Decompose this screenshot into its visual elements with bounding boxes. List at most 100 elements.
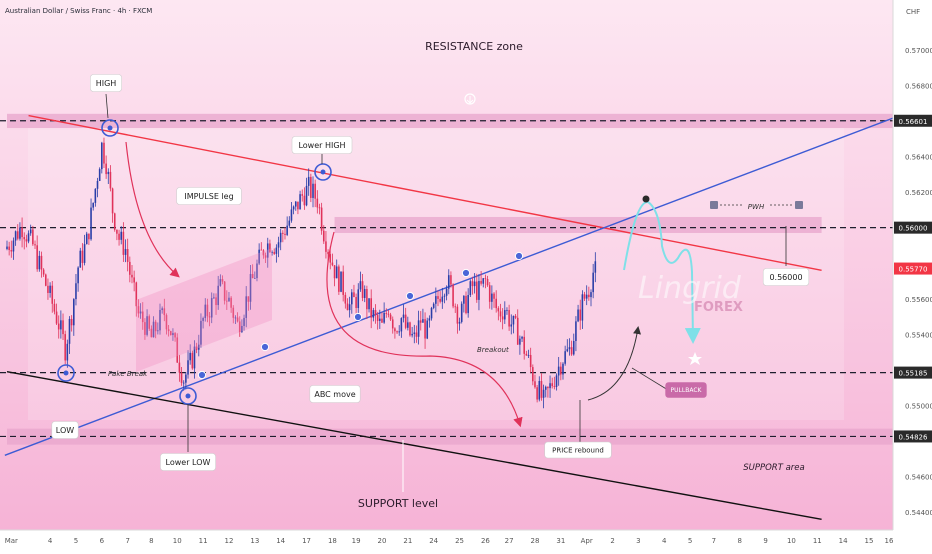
x-tick-label: 28 xyxy=(531,537,540,545)
candle-body xyxy=(174,333,176,338)
candle xyxy=(247,296,250,311)
candle-body xyxy=(351,292,353,305)
candle-body xyxy=(111,188,114,214)
candle-body xyxy=(540,380,543,398)
candle-body xyxy=(562,363,564,375)
candle-body xyxy=(103,142,105,164)
candle xyxy=(284,227,286,240)
low-label-bg xyxy=(51,421,79,439)
candle-body xyxy=(529,354,532,368)
candle-body xyxy=(404,314,407,328)
pullback-label-text: PULLBACK xyxy=(671,387,703,394)
x-tick-label: 18 xyxy=(328,537,337,545)
candle-body xyxy=(243,317,245,326)
candle-body xyxy=(180,372,183,383)
price-tag-text: 0.55770 xyxy=(899,266,928,274)
candle-body xyxy=(560,366,562,375)
candle xyxy=(467,288,469,318)
x-tick-label: 15 xyxy=(865,537,874,545)
candle-body xyxy=(506,309,508,311)
candle xyxy=(34,240,36,250)
candle-body xyxy=(312,183,314,198)
candle-body xyxy=(299,194,301,210)
candle xyxy=(206,298,209,323)
candle-body xyxy=(154,321,157,332)
candle xyxy=(407,316,409,331)
candle-body xyxy=(12,240,15,252)
candle xyxy=(25,234,28,248)
high-label: HIGH xyxy=(90,74,122,92)
candle xyxy=(389,312,392,322)
candle-body xyxy=(499,311,502,317)
candle xyxy=(564,345,566,366)
pullback-label: PULLBACK xyxy=(665,382,707,398)
candle xyxy=(258,243,260,266)
candle xyxy=(463,295,465,313)
candle xyxy=(588,286,590,301)
candle xyxy=(583,291,586,302)
candle-body xyxy=(385,312,388,314)
low-label-text: LOW xyxy=(56,426,74,435)
pwh-check-icon xyxy=(795,201,803,209)
candle xyxy=(519,335,521,355)
x-tick-label: 26 xyxy=(481,537,490,545)
candle xyxy=(452,283,454,309)
x-tick-label: 12 xyxy=(225,537,234,545)
price-tag: 0.56000 xyxy=(894,221,932,234)
candle xyxy=(273,248,276,255)
candle xyxy=(103,137,105,169)
candle xyxy=(473,273,476,294)
candle-body xyxy=(202,318,204,321)
candle xyxy=(450,271,452,288)
candle xyxy=(396,330,398,335)
candle-body xyxy=(294,201,297,207)
y-tick-label: 0.56200 xyxy=(905,189,932,197)
candle-body xyxy=(307,176,310,186)
price-rebound-label-text: PRICE rebound xyxy=(552,447,604,455)
pivot-dot xyxy=(107,125,113,131)
x-tick-label: 4 xyxy=(48,537,53,545)
candle xyxy=(83,234,86,266)
candle-body xyxy=(553,386,556,387)
candle xyxy=(409,321,411,337)
candle xyxy=(116,229,118,241)
candle xyxy=(424,312,426,349)
candle xyxy=(484,274,487,289)
candle-body xyxy=(333,265,336,279)
candle-body xyxy=(44,274,47,286)
candle-body xyxy=(262,250,265,256)
candle-body xyxy=(254,278,256,279)
candle-body xyxy=(101,142,103,170)
pivot-dot xyxy=(63,370,69,376)
candle-body xyxy=(320,207,323,231)
candle-body xyxy=(70,318,73,326)
candle-body xyxy=(40,255,43,270)
candle xyxy=(478,274,480,311)
candle-body xyxy=(249,274,252,302)
candle xyxy=(241,319,243,334)
candle-body xyxy=(331,262,334,266)
candle xyxy=(547,386,549,398)
currency-label: CHF xyxy=(906,8,920,16)
candle xyxy=(131,265,133,284)
price-tag: 0.56601 xyxy=(894,114,932,127)
candle-body xyxy=(525,353,528,356)
price-tag-text: 0.56000 xyxy=(899,225,928,233)
candle-body xyxy=(398,331,401,333)
candle xyxy=(148,314,151,331)
candle xyxy=(361,274,364,302)
x-tick-label: 24 xyxy=(429,537,438,545)
candle-body xyxy=(14,231,17,241)
candle-body xyxy=(555,375,558,387)
candle xyxy=(514,314,517,320)
candle-body xyxy=(411,333,413,336)
candle-body xyxy=(66,343,69,361)
candle-body xyxy=(370,298,372,318)
candle xyxy=(133,270,135,292)
candle xyxy=(49,282,51,298)
candle-body xyxy=(335,266,338,279)
x-tick-label: 25 xyxy=(455,537,464,545)
candle-body xyxy=(27,233,30,242)
candle xyxy=(122,222,125,262)
y-tick-label: 0.55400 xyxy=(905,331,932,339)
